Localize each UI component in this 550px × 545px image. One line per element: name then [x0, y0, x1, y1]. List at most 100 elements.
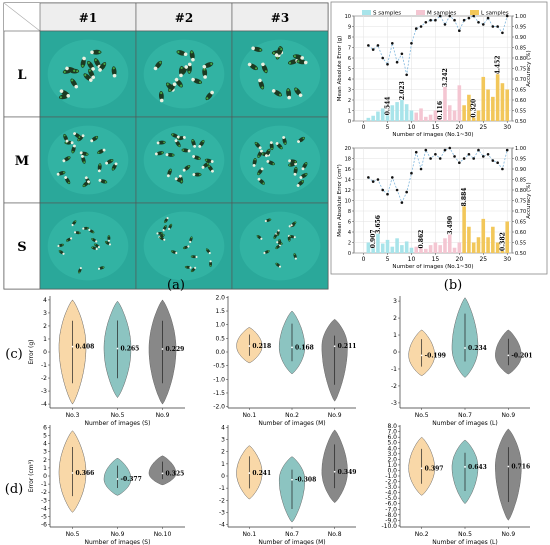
panel-b-frame: [330, 1, 548, 275]
fruit-stem: [164, 221, 166, 223]
accuracy-point: [458, 161, 461, 164]
bar-l: [476, 237, 481, 253]
accuracy-point: [501, 31, 504, 35]
grid-column-label: #3: [271, 11, 289, 25]
fruit-stem: [102, 266, 104, 269]
tick-label-y: 2.0: [387, 456, 397, 463]
tick-label-x: No.1: [242, 531, 256, 538]
accuracy-point: [443, 23, 447, 26]
bar-l: [491, 226, 495, 253]
tick-label-y: 8.0: [387, 423, 397, 430]
fruit-tip: [73, 231, 77, 234]
bar-m: [424, 248, 428, 253]
fruit-tip: [163, 238, 166, 241]
tick-label-y: -8.0: [385, 512, 397, 519]
fruit-stem: [112, 67, 115, 70]
fruit-stem: [84, 73, 87, 77]
fruit-tip: [82, 227, 85, 230]
fruit-stem: [287, 89, 290, 92]
photo-light-spot: [143, 211, 225, 281]
violin-median: [116, 347, 119, 350]
chart-c3-violin: -3 -2 -1 0 1 2 3 -0.199 No.5 0.234 No.7 -0.201 No.9 N…: [391, 296, 533, 427]
accuracy-point: [486, 153, 490, 156]
fruit-tip: [90, 139, 94, 143]
bar-s: [409, 247, 414, 253]
photo-light-spot: [143, 125, 225, 195]
fruit-sample: [296, 59, 308, 65]
tick-label-y: 0: [348, 119, 351, 125]
tick-label-x: No.9: [501, 412, 515, 419]
fruit-tip: [297, 140, 300, 144]
tick-label-x: No.7: [458, 412, 472, 419]
bar-s: [404, 241, 409, 253]
fruit-tip: [62, 159, 66, 163]
fruit-tip: [276, 241, 279, 244]
fruit-tip: [287, 95, 291, 100]
median-label: -0.377: [121, 476, 142, 483]
fruit-stem: [95, 136, 98, 139]
fruit-stem: [295, 167, 297, 170]
fruit-sample: [293, 166, 298, 176]
tick-label-y2: 0.60: [515, 98, 526, 104]
fruit-stem: [105, 241, 107, 243]
fruit-stem: [261, 86, 264, 89]
tick-label-y: 4: [43, 441, 47, 448]
accuracy-point: [371, 48, 375, 51]
accuracy-point: [419, 25, 423, 28]
fruit-tip: [179, 73, 183, 78]
fruit-tip: [282, 136, 286, 139]
fruit-sample: [204, 158, 214, 163]
fruit-stem: [81, 64, 84, 67]
tick-label-x: No.8: [328, 531, 342, 538]
fruit-tip: [107, 239, 111, 242]
fruit-tip: [263, 251, 266, 255]
tick-label-y: 5: [348, 67, 351, 73]
fruit-stem: [67, 181, 70, 184]
bar-s: [366, 242, 371, 253]
fruit-sample: [257, 177, 265, 185]
violin-median: [333, 470, 336, 473]
accuracy-point: [472, 157, 475, 160]
grid-column-header: [231, 2, 329, 32]
accuracy-point: [505, 14, 509, 18]
tick-label-y: 9: [348, 25, 351, 31]
fruit-tip: [300, 56, 304, 60]
fruit-tip: [182, 136, 186, 139]
fruit-tip: [175, 251, 178, 255]
bar-m: [457, 85, 462, 121]
fruit-tip: [208, 251, 211, 255]
tick-label-y: -2: [219, 497, 225, 504]
fruit-stem: [171, 250, 173, 252]
fruit-stem: [177, 50, 180, 54]
panel-label-d: (d): [5, 482, 23, 497]
fruit-body: [91, 49, 102, 55]
fruit-stem: [63, 70, 66, 74]
fruit-stem: [63, 171, 65, 174]
fruit-tip: [98, 178, 102, 182]
fruit-sample: [292, 54, 304, 60]
fruit-stem: [254, 67, 258, 70]
bar-annotation: 0.116: [437, 101, 444, 120]
panel-label-c: (c): [5, 347, 22, 362]
fruit-sample: [63, 133, 69, 143]
fruit-sample: [159, 236, 166, 241]
bar-m: [424, 116, 428, 121]
fruit-sample: [105, 158, 114, 165]
fruit-tip: [187, 62, 192, 67]
fruit-sample: [276, 229, 280, 237]
tick-label-y: -4: [41, 401, 47, 408]
photo-light-spot: [47, 39, 129, 109]
accuracy-point: [386, 192, 389, 196]
tick-label-y: -7.0: [385, 506, 397, 513]
fruit-sample: [98, 178, 108, 184]
accuracy-point: [438, 14, 442, 18]
tick-label-y: 3: [393, 298, 397, 305]
bar-l: [495, 242, 500, 253]
tick-label-y: 3: [43, 449, 47, 456]
fruit-sample: [156, 231, 164, 235]
tick-label-y: -1: [219, 485, 225, 492]
fruit-stem: [199, 173, 201, 176]
accuracy-point: [505, 148, 509, 152]
fruit-stem: [94, 58, 97, 62]
tick-label-y: 4.0: [387, 445, 397, 452]
